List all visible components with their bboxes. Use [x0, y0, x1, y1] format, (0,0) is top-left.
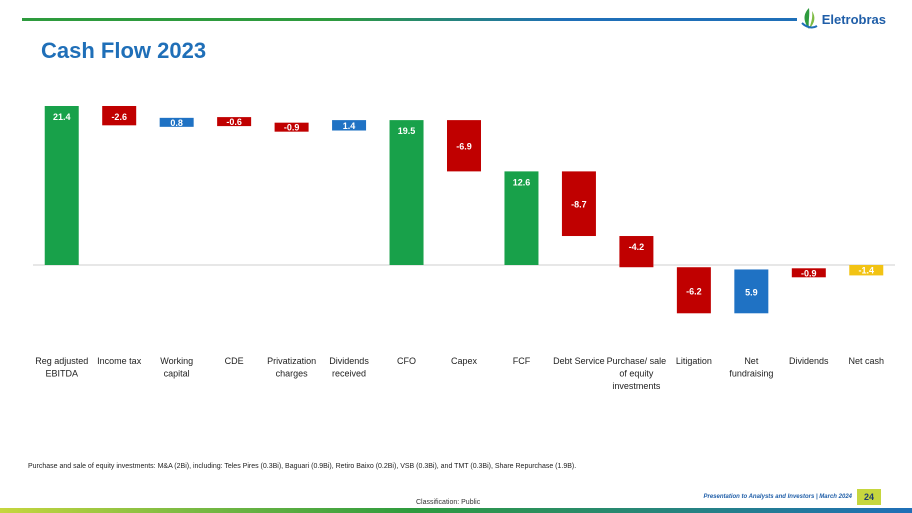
bar-6: [332, 120, 367, 131]
bar-13: [734, 269, 769, 314]
category-label: Purchase/ sale of equity investments: [607, 356, 667, 391]
bottom-color-bar: [0, 508, 912, 513]
bar-value-label: -8.7: [571, 200, 587, 210]
bar-4: [217, 117, 252, 127]
bar-value-label: -0.9: [284, 123, 300, 133]
bar-14: [791, 268, 826, 278]
bar-12: [676, 267, 711, 314]
category-label: CFO: [397, 356, 416, 366]
classification-label: Classification: Public: [416, 499, 481, 506]
category-label: Income tax: [97, 356, 142, 366]
presentation-footer: Presentation to Analysts and Investors |…: [703, 494, 852, 500]
bar-value-label: -1.4: [859, 266, 875, 276]
bar-11: [619, 236, 654, 268]
category-label: Capex: [451, 356, 478, 366]
category-label: CDE: [225, 356, 244, 366]
category-label: Debt Service: [553, 356, 605, 366]
footnote: Purchase and sale of equity investments:…: [28, 463, 577, 470]
category-label: Litigation: [676, 356, 712, 366]
bar-1: [44, 105, 79, 265]
eletrobras-logo: Eletrobras: [800, 6, 886, 32]
bar-9: [504, 171, 539, 265]
category-label: Privatization charges: [267, 356, 316, 379]
category-label: FCF: [513, 356, 531, 366]
bar-10: [561, 171, 596, 237]
bar-value-label: 12.6: [513, 177, 531, 187]
bar-7: [389, 120, 424, 266]
bar-value-label: -6.2: [686, 286, 702, 296]
bar-value-label: 1.4: [343, 121, 356, 131]
page-number: 24: [857, 489, 881, 505]
bar-value-label: 21.4: [53, 112, 71, 122]
bar-value-label: 0.8: [170, 118, 183, 128]
bar-5: [274, 122, 309, 132]
category-label: Reg adjusted EBITDA: [35, 356, 88, 379]
page-title: Cash Flow 2023: [41, 38, 207, 63]
category-label: Working capital: [160, 356, 193, 379]
category-label: Dividends received: [329, 356, 369, 379]
bar-2: [102, 105, 137, 126]
category-label: Dividends: [789, 356, 829, 366]
bar-8: [447, 120, 481, 172]
bar-value-label: -0.6: [226, 117, 242, 127]
eletrobras-leaf-icon: [800, 8, 818, 29]
bar-value-label: 5.9: [745, 287, 758, 297]
bar-value-label: -6.9: [456, 142, 472, 152]
bar-value-label: -0.9: [801, 268, 817, 278]
category-label: Net cash: [849, 356, 885, 366]
category-label: Net fundraising: [729, 356, 773, 379]
bar-3: [159, 117, 194, 127]
bar-value-label: 19.5: [398, 126, 416, 136]
bar-value-label: -2.6: [111, 112, 127, 122]
waterfall-chart: 21.4 Reg adjusted EBITDA -2.6 Income tax 0.8 W…: [33, 105, 895, 391]
bar-value-label: -4.2: [629, 242, 645, 252]
brand-name: Eletrobras: [821, 11, 886, 27]
header-divider: [22, 18, 797, 21]
bar-15: [849, 265, 884, 276]
